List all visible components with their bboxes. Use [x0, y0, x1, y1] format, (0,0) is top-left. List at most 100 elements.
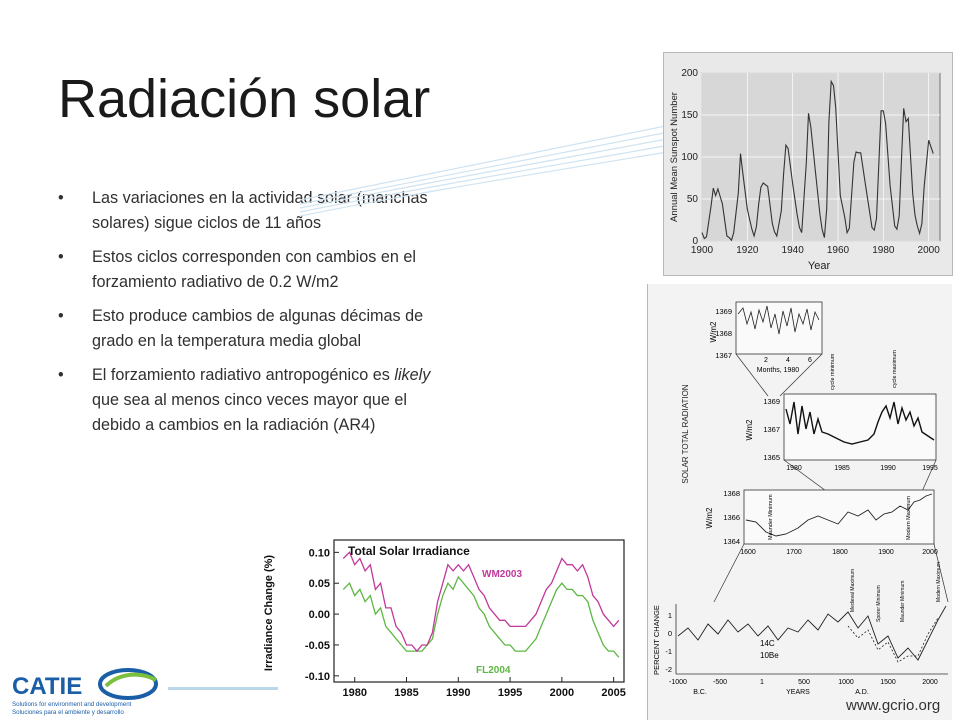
annotation: Modern Maximum — [936, 562, 942, 602]
x-tick: 1980 — [786, 465, 802, 472]
bullet-dot: • — [58, 189, 64, 207]
x-tick: 6 — [808, 357, 812, 364]
x-tick: 4 — [786, 357, 790, 364]
bullet-dot: • — [58, 366, 64, 384]
solar-radiation-figure: SOLAR TOTAL RADIATION 1369 1368 1367 W/m… — [647, 284, 952, 720]
legend-label-fl2004: FL2004 — [476, 665, 511, 676]
bullet-item: • El forzamiento radiativo antropogénico … — [58, 363, 438, 438]
x-tick: 2000 — [922, 679, 938, 686]
x-tick-label: 1995 — [498, 687, 522, 699]
annotation: cycle maximum — [892, 350, 898, 388]
y-axis-label: Annual Mean Sunspot Number — [669, 92, 680, 222]
x-tick: 1700 — [786, 549, 802, 556]
series-line-sunspots — [701, 79, 934, 242]
y-tick: 1367 — [715, 351, 732, 360]
bullet-text: Estos ciclos corresponden con cambios en… — [92, 248, 416, 291]
bullet-item: • Las variaciones en la actividad solar (… — [58, 186, 438, 236]
x-tick: -1000 — [669, 679, 687, 686]
y-tick: 1368 — [723, 489, 740, 498]
y-tick: -1 — [665, 647, 672, 656]
plot-area — [333, 539, 625, 683]
y-tick-label: 100 — [681, 152, 698, 163]
x-tick-label: 1960 — [827, 245, 850, 256]
x-tick: -500 — [713, 679, 727, 686]
y-tick-label: -0.10 — [305, 671, 330, 683]
series-label: 14C — [760, 639, 775, 648]
y-tick-label: -0.05 — [305, 640, 330, 652]
x-axis-label: Year — [808, 260, 831, 272]
catie-logo-mark: CATIE Solutions for environment and deve… — [12, 668, 158, 716]
x-tick: 1995 — [922, 465, 938, 472]
x-tick: 1900 — [878, 549, 894, 556]
x-tick-label: 1900 — [691, 245, 714, 256]
footer-divider — [168, 687, 278, 690]
y-tick: -2 — [665, 665, 672, 674]
catie-logo: CATIE Solutions for environment and deve… — [10, 664, 162, 718]
x-tick-label: 1980 — [342, 687, 366, 699]
grid — [701, 72, 940, 242]
y-tick: 1366 — [723, 513, 740, 522]
y-unit: W/m2 — [705, 507, 714, 528]
y-unit: W/m2 — [745, 419, 754, 440]
bullet-list: • Las variaciones en la actividad solar (… — [58, 186, 438, 447]
y-tick: 1368 — [715, 329, 732, 338]
slide-title: Radiación solar — [58, 69, 431, 129]
x-axis-ticks: 1980 1985 1990 1995 2000 2005 — [342, 677, 626, 699]
bullet-dot: • — [58, 307, 64, 325]
y-tick-label: 0.00 — [309, 609, 330, 621]
bullet-dot: • — [58, 248, 64, 266]
y-unit: W/m2 — [709, 321, 718, 342]
bullet-item: • Esto produce cambios de algunas décimas… — [58, 304, 438, 354]
era-label: YEARS — [786, 689, 810, 696]
bullet-text: Las variaciones en la actividad solar (m… — [92, 189, 428, 232]
panel-months-1980: 1369 1368 1367 W/m2 2 4 6 Months, 1980 — [709, 301, 823, 397]
bullet-text-before: El forzamiento radiativo antropogénico e… — [92, 366, 395, 384]
era-label: B.C. — [693, 689, 707, 696]
y-axis-label: PERCENT CHANGE — [652, 605, 661, 675]
annotation: Maunder Minimum — [768, 494, 774, 540]
y-tick-label: 50 — [687, 194, 699, 205]
y-tick-label: 200 — [681, 68, 698, 79]
x-tick: 1800 — [832, 549, 848, 556]
legend-label-wm2003: WM2003 — [482, 569, 522, 580]
solar-radiation-plot: SOLAR TOTAL RADIATION 1369 1368 1367 W/m… — [652, 301, 949, 696]
sunspot-chart: 1900 1920 1940 1960 1980 2000 0 50 100 150 200 Ye… — [663, 52, 953, 276]
x-tick: 1 — [760, 679, 764, 686]
bullet-text-emphasis: likely — [394, 366, 431, 384]
x-tick-label: 2005 — [601, 687, 625, 699]
logo-tagline-en: Solutions for environment and developmen… — [12, 701, 132, 708]
x-tick: 1985 — [834, 465, 850, 472]
x-axis-label: Months, 1980 — [757, 367, 800, 374]
panel-1980-1995: 1369 1367 1365 W/m2 1980 1985 1990 1995 … — [745, 350, 938, 545]
series-line-fl2004 — [342, 575, 620, 658]
logo-tagline-es: Soluciones para el ambiente y desarrollo — [12, 709, 124, 716]
x-tick-label: 1990 — [446, 687, 470, 699]
x-tick-label: 2000 — [918, 245, 941, 256]
x-tick: 1500 — [880, 679, 896, 686]
x-tick-label: 1985 — [394, 687, 418, 699]
y-axis-label: Irradiance Change (%) — [263, 555, 275, 671]
logo-leaf-icon — [104, 672, 157, 688]
x-tick: 1000 — [838, 679, 854, 686]
panel-1600-2000: 1368 1366 1364 W/m2 1600 1700 1800 1900 … — [705, 489, 949, 603]
y-tick-label: 0 — [692, 236, 698, 247]
y-tick: 1 — [668, 611, 672, 620]
logo-swirl-icon — [98, 668, 158, 700]
y-tick: 1364 — [723, 537, 740, 546]
annotation: cycle minimum — [830, 353, 836, 390]
figure-y-label: SOLAR TOTAL RADIATION — [681, 384, 690, 483]
x-tick: 1600 — [740, 549, 756, 556]
y-tick-label: 0.05 — [309, 578, 330, 590]
series-line-wm2003 — [342, 551, 620, 653]
tsi-plot: 1980 1985 1990 1995 2000 2005 0.10 0.05 0.00 -0.… — [263, 539, 626, 699]
series-label: 10Be — [760, 651, 779, 660]
y-tick: 1367 — [763, 425, 780, 434]
sunspot-plot: 1900 1920 1940 1960 1980 2000 0 50 100 150 200 Ye… — [669, 68, 941, 272]
x-tick-label: 2000 — [550, 687, 574, 699]
y-tick: 1369 — [763, 397, 780, 406]
x-tick: 500 — [798, 679, 810, 686]
x-tick-label: 1980 — [872, 245, 895, 256]
bullet-text: Esto produce cambios de algunas décimas … — [92, 307, 424, 350]
logo-wordmark: CATIE — [12, 673, 82, 700]
y-tick: 0 — [668, 629, 672, 638]
